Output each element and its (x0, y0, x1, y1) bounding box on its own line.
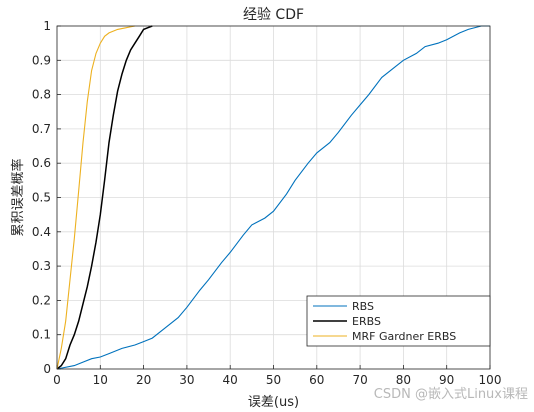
x-tick-label: 100 (479, 373, 502, 387)
legend-label: ERBS (352, 315, 381, 328)
legend-label: RBS (352, 300, 374, 313)
y-tick-label: 1 (43, 19, 51, 33)
y-axis-label: 累积误差概率 (10, 158, 26, 236)
y-tick-label: 0.8 (32, 88, 51, 102)
y-tick-label: 0.7 (32, 122, 51, 136)
series-line-mrf-gardner-erbs (56, 25, 136, 370)
chart-title: 经验 CDF (243, 7, 304, 23)
y-tick-label: 0.6 (32, 156, 51, 170)
x-tick-label: 60 (309, 373, 324, 387)
series-line-erbs (56, 25, 153, 370)
x-tick-label: 30 (179, 373, 194, 387)
x-tick-label: 90 (439, 373, 454, 387)
x-tick-label: 70 (352, 373, 367, 387)
series-layer (56, 25, 490, 370)
x-tick-label: 0 (53, 373, 61, 387)
x-tick-label: 80 (396, 373, 411, 387)
legend-label: MRF Gardner ERBS (352, 330, 456, 343)
y-tick-label: 0.3 (32, 259, 51, 273)
x-tick-label: 50 (266, 373, 281, 387)
watermark: CSDN @嵌入式Linux课程 (374, 387, 528, 402)
x-tick-label: 20 (136, 373, 151, 387)
x-tick-label: 10 (93, 373, 108, 387)
y-tick-label: 0.4 (32, 225, 51, 239)
series-line-rbs (56, 25, 490, 370)
legend: RBS ERBS MRF Gardner ERBS (306, 295, 491, 347)
y-tick-label: 0.1 (32, 328, 51, 342)
y-tick-label: 0.9 (32, 53, 51, 67)
y-tick-label: 0.2 (32, 293, 51, 307)
axis-ticks: 0 10 20 30 40 50 60 70 80 90 100 0 0.1 0.2 0.3 0.4 0.5 0.… (32, 19, 502, 387)
x-tick-label: 40 (223, 373, 238, 387)
y-tick-label: 0 (43, 362, 51, 376)
y-tick-label: 0.5 (32, 191, 51, 205)
x-axis-label: 误差(us) (248, 395, 299, 410)
